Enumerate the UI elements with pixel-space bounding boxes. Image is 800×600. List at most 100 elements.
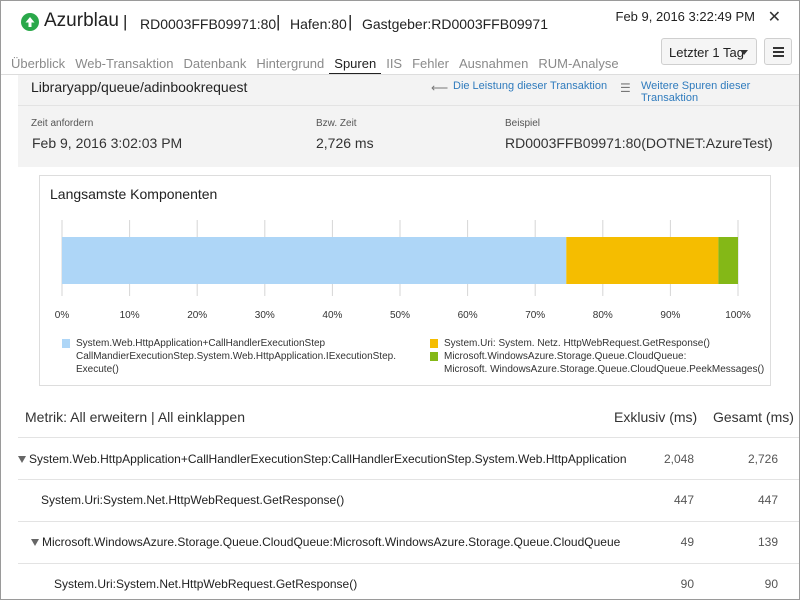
legend-swatch <box>430 339 438 348</box>
x-tick-label: 0% <box>55 310 70 321</box>
row-name: System.Web.HttpApplication+CallHandlerEx… <box>29 452 627 466</box>
summary-divider <box>18 105 799 106</box>
legend-swatch <box>430 352 438 361</box>
table-row[interactable]: System.Uri:System.Net.HttpWebRequest.Get… <box>41 493 344 507</box>
sample-label: Beispiel <box>505 118 541 129</box>
tab-database[interactable]: Datenbank <box>183 56 247 71</box>
table-row[interactable]: System.Web.HttpApplication+CallHandlerEx… <box>18 452 627 466</box>
current-timestamp: Feb 9, 2016 3:22:49 PM <box>615 9 755 24</box>
row-name: System.Uri:System.Net.HttpWebRequest.Get… <box>41 493 345 507</box>
transaction-performance-link[interactable]: Die Leistung dieser Transaktion <box>453 80 608 92</box>
row-total: 90 <box>764 577 778 591</box>
x-tick-label: 40% <box>322 310 342 321</box>
x-tick-label: 50% <box>390 310 410 321</box>
bar-segment[interactable] <box>566 237 719 284</box>
metrics-label: Metrik: <box>25 409 67 425</box>
legend-item: System.Uri: System. Netz. HttpWebRequest… <box>430 337 770 350</box>
chart-title: Langsamste Komponenten <box>50 186 218 202</box>
arrow-left-icon: ⟵ <box>431 81 449 95</box>
x-tick-label: 30% <box>255 310 275 321</box>
tab-rum-analysis[interactable]: RUM-Analyse <box>538 56 619 71</box>
caret-down-icon[interactable] <box>31 539 39 546</box>
chevron-down-icon <box>740 50 748 55</box>
legend-swatch <box>62 339 70 348</box>
caret-down-icon[interactable] <box>18 456 26 463</box>
time-range-dropdown[interactable]: Letzter 1 Tag <box>661 38 757 65</box>
transaction-name: Libraryapp/queue/adinbookrequest <box>31 79 248 95</box>
legend-item: Microsoft.WindowsAzure.Storage.Queue.Clo… <box>430 350 770 376</box>
tab-traces[interactable]: Spuren <box>329 53 382 75</box>
request-time-label: Zeit anfordern <box>31 118 94 129</box>
app-name: Azurblau <box>44 10 119 31</box>
legend-item: System.Web.HttpApplication+CallHandlerEx… <box>62 337 412 376</box>
row-total: 447 <box>757 493 778 507</box>
port-label: Hafen:80 <box>290 16 347 32</box>
bar-segment[interactable] <box>62 237 567 284</box>
row-exclusive: 49 <box>680 535 694 549</box>
row-exclusive: 2,048 <box>663 452 694 466</box>
tab-overview[interactable]: Überblick <box>11 56 66 71</box>
app-header: Azurblau | RD0003FFB09971:80 | Hafen:80 … <box>1 1 799 51</box>
host-label: Gastgeber:RD0003FFB09971 <box>362 16 548 32</box>
metrics-toolbar: Metrik: All erweitern | All einklappen <box>25 409 245 425</box>
table-row[interactable]: System.Uri:System.Net.HttpWebRequest.Get… <box>54 577 357 591</box>
x-tick-label: 20% <box>187 310 207 321</box>
legend-label: Microsoft.WindowsAzure.Storage.Queue.Clo… <box>444 351 687 362</box>
app-status-up-icon <box>21 13 39 31</box>
legend-label: System.Web.HttpApplication+CallHandlerEx… <box>76 338 326 349</box>
row-divider <box>18 479 799 480</box>
transaction-summary <box>18 75 799 167</box>
tab-exceptions[interactable]: Ausnahmen <box>458 56 529 71</box>
request-time-value: Feb 9, 2016 3:02:03 PM <box>32 135 183 151</box>
header-separator: | <box>123 12 128 31</box>
slowest-components-card: Langsamste Komponenten 0% 10% 20% 30% 40% 50%… <box>39 175 771 386</box>
row-divider <box>18 521 799 522</box>
row-total: 2,726 <box>747 452 778 466</box>
hamburger-menu-icon <box>773 55 784 57</box>
table-row[interactable]: Microsoft.WindowsAzure.Storage.Queue.Clo… <box>31 535 620 549</box>
column-header-total[interactable]: Gesamt (ms) <box>713 409 794 425</box>
header-separator: | <box>276 12 281 31</box>
row-divider <box>18 437 799 438</box>
tab-iis[interactable]: IIS <box>386 56 403 71</box>
collapse-all-link[interactable]: All einklappen <box>157 409 245 425</box>
list-icon: ☰ <box>620 81 631 95</box>
x-tick-label: 10% <box>120 310 140 321</box>
duration-value: 2,726 ms <box>316 135 374 151</box>
expand-all-link[interactable]: All erweitern <box>70 409 148 425</box>
tab-web-transaction[interactable]: Web-Transaktion <box>75 56 174 71</box>
x-tick-label: 90% <box>660 310 680 321</box>
hamburger-menu-icon <box>773 47 784 49</box>
hamburger-menu-icon <box>773 51 784 53</box>
legend-label: System.Uri: System. Netz. HttpWebRequest… <box>444 338 711 349</box>
row-name: Microsoft.WindowsAzure.Storage.Queue.Clo… <box>42 535 621 549</box>
slowest-components-chart: 0% 10% 20% 30% 40% 50% 60% 70% 80% 90% 100% <box>55 220 751 321</box>
close-icon[interactable]: ✕ <box>767 9 781 26</box>
column-header-exclusive[interactable]: Exklusiv (ms) <box>614 409 698 425</box>
legend-label: Execute() <box>76 364 119 375</box>
row-total: 139 <box>757 535 778 549</box>
row-divider <box>18 563 799 564</box>
tab-background[interactable]: Hintergrund <box>256 56 325 71</box>
host-id: RD0003FFB09971:80 <box>140 16 277 32</box>
x-tick-label: 80% <box>593 310 613 321</box>
sample-value: RD0003FFB09971:80(DOTNET:AzureTest) <box>505 135 773 151</box>
hamburger-menu-button[interactable] <box>764 38 792 65</box>
tab-errors[interactable]: Fehler <box>412 56 449 71</box>
legend-label: Microsoft. WindowsAzure.Storage.Queue.Cl… <box>444 364 765 375</box>
header-separator: | <box>348 12 353 31</box>
tab-bar: Überblick Web-Transaktion Datenbank Hint… <box>1 53 624 75</box>
x-tick-label: 60% <box>458 310 478 321</box>
duration-label: Bzw. Zeit <box>316 118 357 129</box>
row-exclusive: 90 <box>680 577 694 591</box>
x-tick-label: 70% <box>525 310 545 321</box>
bar-segment[interactable] <box>718 237 738 284</box>
legend-label: CallMandierExecutionStep.System.Web.Http… <box>76 351 396 362</box>
row-exclusive: 447 <box>673 493 694 507</box>
tab-divider <box>1 74 799 75</box>
more-traces-link[interactable]: Weitere Spuren dieser Transaktion <box>641 80 751 104</box>
separator: | <box>151 409 155 425</box>
time-range-label: Letzter 1 Tag <box>669 45 744 60</box>
row-name: System.Uri:System.Net.HttpWebRequest.Get… <box>54 577 358 591</box>
